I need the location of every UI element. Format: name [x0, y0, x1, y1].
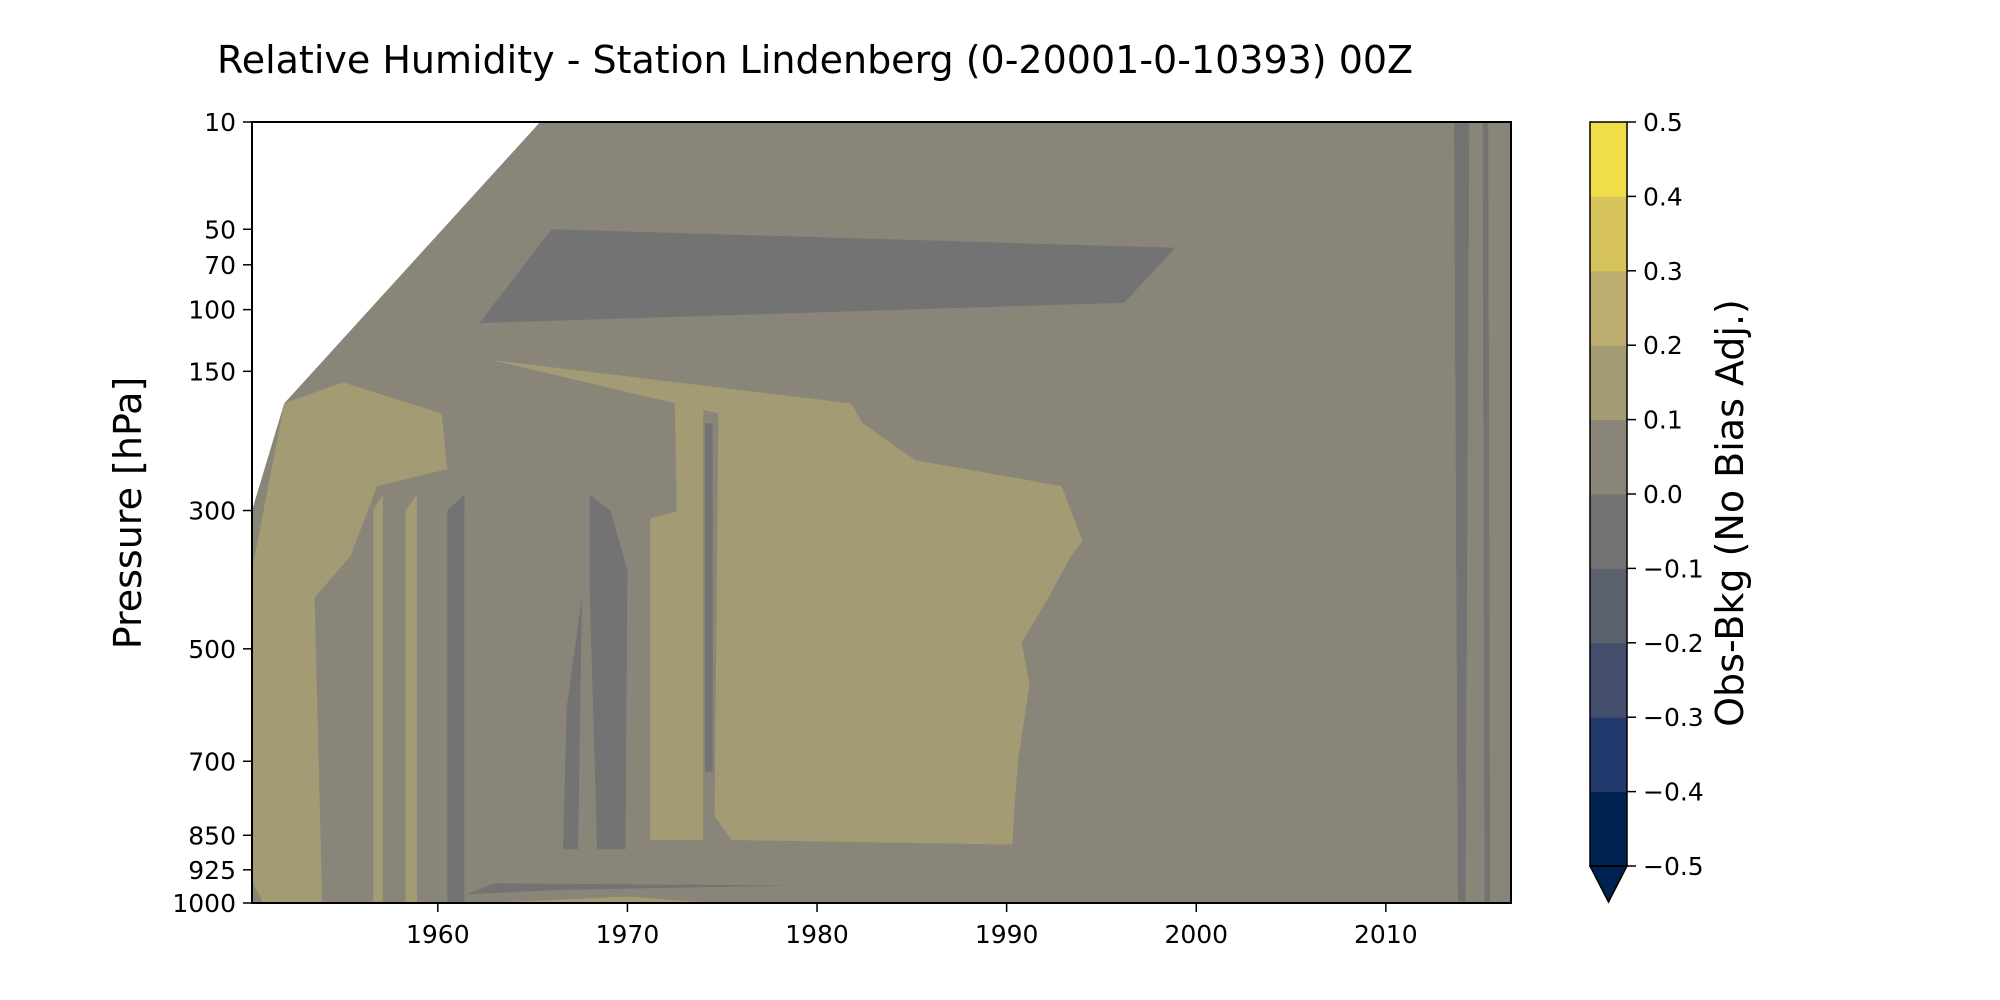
colorbar-bin: [1590, 122, 1627, 197]
y-tick-label: 10: [204, 108, 236, 137]
colorbar-bin: [1590, 196, 1627, 272]
x-tick-label: 2010: [1354, 920, 1418, 949]
colorbar-label: Obs-Bkg (No Bias Adj.): [1708, 299, 1752, 727]
x-tick-label: 2000: [1164, 920, 1228, 949]
colorbar-bin: [1590, 568, 1627, 644]
y-axis-label: Pressure [hPa]: [106, 377, 150, 650]
colorbar-tick-label: −0.4: [1643, 778, 1704, 807]
y-tick-label: 1000: [172, 889, 236, 918]
x-axis: 1960 1970 1980 1990 2000 2010: [406, 903, 1418, 949]
surface-ray-negative: [466, 883, 795, 895]
x-tick-label: 1980: [785, 920, 849, 949]
colorbar-tick-label: 0.1: [1643, 406, 1683, 435]
negative-streak-1974: [705, 423, 713, 772]
negative-streak-1967: [563, 597, 582, 850]
colorbar-tick-label: 0.5: [1643, 108, 1683, 137]
negative-band-upper: [479, 229, 1176, 323]
streak-early-1: [373, 494, 383, 903]
colorbar-tick-label: 0.3: [1643, 257, 1683, 286]
negative-strip-2015: [1482, 122, 1491, 903]
y-tick-label: 700: [188, 747, 236, 776]
streak-early-3: [447, 494, 465, 903]
surface-ray-positive: [485, 896, 713, 903]
positive-streak-1973: [674, 403, 704, 840]
plot-frame: [251, 121, 1512, 904]
x-tick-label: 1990: [975, 920, 1039, 949]
x-tick-label: 1960: [406, 920, 470, 949]
no-data-region: [252, 122, 541, 511]
colorbar-bin: [1590, 270, 1627, 346]
colorbar-tick-label: −0.5: [1643, 852, 1704, 881]
y-tick-label: 500: [188, 635, 236, 664]
colorbar-tick-label: 0.2: [1643, 331, 1683, 360]
colorbar-tick-label: −0.1: [1643, 554, 1704, 583]
y-tick-label: 300: [188, 497, 236, 526]
colorbar-tick-label: 0.0: [1643, 480, 1683, 509]
chart-title: Relative Humidity - Station Lindenberg (…: [217, 38, 1414, 82]
y-tick-label: 50: [204, 215, 236, 244]
colorbar-under-arrow: [1588, 865, 1629, 904]
positive-block: [490, 359, 1083, 845]
negative-streak-1968: [589, 494, 628, 850]
contour-field: [252, 122, 1511, 903]
colorbar-bin: [1590, 345, 1627, 421]
colorbar-tick-label: −0.2: [1643, 629, 1704, 658]
colorbar-tick-label: 0.4: [1643, 182, 1683, 211]
y-tick-label: 925: [188, 856, 236, 885]
colorbar-bin: [1590, 717, 1627, 793]
streak-early-2: [405, 494, 417, 903]
positive-streak-1972: [650, 510, 683, 840]
colorbar-bin: [1590, 791, 1627, 867]
y-tick-label: 850: [188, 821, 236, 850]
colorbar-tick-label: −0.3: [1643, 703, 1704, 732]
y-axis: 10 50 70 100 150 300 500 700 850 925 1000: [172, 108, 252, 918]
positive-strip-early: [252, 382, 448, 903]
y-tick-label: 100: [188, 296, 236, 325]
negative-strip-2013: [1454, 122, 1470, 903]
colorbar-bin: [1590, 642, 1627, 718]
x-tick-label: 1970: [596, 920, 660, 949]
colorbar-bin: [1590, 494, 1627, 569]
y-tick-label: 150: [188, 357, 236, 386]
y-tick-label: 70: [204, 251, 236, 280]
colorbar-bin: [1590, 419, 1627, 495]
colorbar: −0.5 −0.4 −0.3 −0.2 −0.1 0.0 0.1 0.2 0.3 0.4 0.5: [1588, 108, 1704, 904]
